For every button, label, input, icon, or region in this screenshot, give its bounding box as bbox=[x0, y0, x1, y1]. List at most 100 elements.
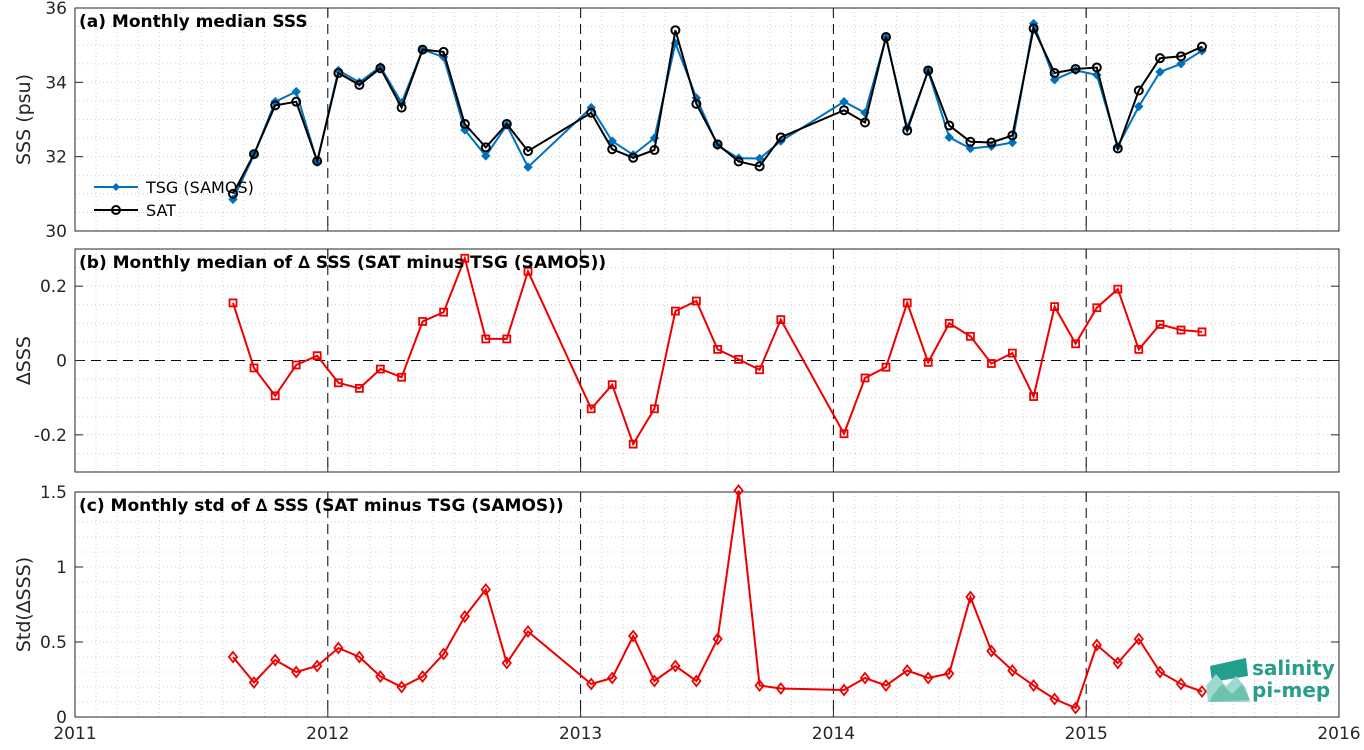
data-point bbox=[586, 677, 597, 691]
series-line bbox=[232, 25, 1203, 195]
data-point bbox=[860, 117, 870, 128]
data-point bbox=[1196, 41, 1207, 52]
x-tick-label: 2011 bbox=[53, 724, 96, 744]
data-point bbox=[1133, 85, 1144, 96]
data-point bbox=[1176, 51, 1186, 62]
data-point bbox=[1028, 23, 1039, 34]
x-tick-label: 2013 bbox=[559, 724, 602, 744]
data-point bbox=[523, 146, 534, 157]
data-point bbox=[1049, 68, 1060, 79]
data-point bbox=[291, 86, 301, 97]
data-point bbox=[734, 354, 743, 364]
panel-a: 30 32 34 36 SSS (psu) (a) Monthly median SSS T… bbox=[13, 0, 1340, 242]
data-point bbox=[291, 665, 302, 679]
data-point bbox=[649, 144, 660, 155]
data-point bbox=[839, 429, 849, 439]
data-point bbox=[270, 653, 281, 667]
data-point bbox=[586, 404, 596, 414]
data-point bbox=[248, 149, 259, 160]
y-tick-label: 34 bbox=[45, 73, 67, 93]
legend-entry: TSG (SAMOS) bbox=[145, 178, 254, 197]
data-point bbox=[396, 102, 407, 113]
y-tick-label: 0.2 bbox=[40, 277, 67, 297]
data-point bbox=[775, 132, 786, 143]
data-point bbox=[312, 351, 322, 361]
legend: TSG (SAMOS) SAT bbox=[94, 178, 254, 220]
data-point bbox=[249, 363, 259, 373]
data-point bbox=[1007, 664, 1018, 677]
series-line bbox=[232, 490, 1203, 710]
data-point bbox=[607, 380, 617, 390]
axes-frame bbox=[74, 491, 1340, 718]
data-point bbox=[396, 680, 407, 694]
data-point bbox=[1176, 325, 1186, 335]
data-point bbox=[712, 632, 723, 646]
data-point bbox=[1007, 137, 1018, 148]
x-tick-label: 2014 bbox=[812, 724, 855, 744]
data-point bbox=[375, 63, 386, 74]
data-point bbox=[248, 676, 260, 689]
series-a-1 bbox=[228, 23, 1207, 199]
data-point bbox=[733, 484, 744, 497]
y-tick-label: 32 bbox=[45, 148, 67, 168]
legend-entry: SAT bbox=[146, 201, 176, 220]
data-point bbox=[1029, 392, 1039, 401]
data-point bbox=[291, 96, 302, 107]
y-axis-label: ∆SSS bbox=[13, 336, 35, 386]
series-line bbox=[232, 255, 1203, 447]
data-point bbox=[1134, 101, 1144, 112]
data-point bbox=[1197, 327, 1207, 337]
data-point bbox=[460, 253, 470, 263]
data-point bbox=[923, 65, 934, 76]
salinity-pimep-logo: salinity pi-mep bbox=[1206, 656, 1336, 706]
wave-logo-icon bbox=[1206, 658, 1250, 702]
y-tick-label: 0 bbox=[56, 352, 67, 372]
panel-title: (a) Monthly median SSS bbox=[79, 12, 308, 32]
data-point bbox=[1134, 344, 1144, 354]
data-point bbox=[397, 372, 407, 382]
data-point bbox=[670, 659, 681, 673]
data-point bbox=[965, 136, 976, 147]
data-point bbox=[333, 641, 344, 655]
data-point bbox=[1028, 679, 1039, 692]
data-point bbox=[1071, 339, 1080, 349]
data-point bbox=[691, 296, 701, 306]
x-tick-label: 2015 bbox=[1065, 724, 1108, 744]
data-point bbox=[944, 318, 954, 328]
data-point bbox=[755, 365, 764, 375]
logo-text-bottom: pi-mep bbox=[1252, 678, 1331, 702]
data-point bbox=[733, 156, 744, 167]
series-b-0 bbox=[228, 253, 1207, 449]
legend-marker bbox=[111, 205, 121, 215]
data-point bbox=[776, 315, 786, 325]
data-point bbox=[713, 344, 723, 354]
y-tick-label: 30 bbox=[45, 222, 67, 242]
data-point bbox=[438, 647, 449, 661]
data-point bbox=[228, 188, 238, 199]
data-point bbox=[312, 659, 323, 673]
data-point bbox=[1007, 348, 1017, 358]
data-point bbox=[227, 650, 239, 664]
y-axis-label: Std(∆SSS) bbox=[13, 557, 35, 652]
data-point bbox=[691, 674, 702, 688]
data-point bbox=[902, 298, 912, 308]
data-point bbox=[334, 378, 343, 388]
data-point bbox=[1175, 677, 1187, 691]
data-point bbox=[417, 670, 428, 683]
data-point bbox=[691, 98, 702, 109]
data-point bbox=[649, 674, 660, 688]
data-point bbox=[439, 307, 448, 317]
data-point bbox=[418, 317, 428, 326]
x-tick-label: 2016 bbox=[1317, 724, 1360, 744]
data-point bbox=[966, 331, 975, 341]
data-point bbox=[671, 306, 680, 316]
data-point bbox=[480, 583, 491, 596]
data-point bbox=[923, 671, 934, 685]
y-tick-label: 0.5 bbox=[40, 633, 67, 653]
panel-title: (b) Monthly median of ∆ SSS (SAT minus T… bbox=[79, 253, 606, 273]
data-point bbox=[1196, 685, 1208, 698]
data-point bbox=[481, 334, 491, 344]
data-point bbox=[923, 357, 933, 367]
data-point bbox=[333, 68, 344, 79]
